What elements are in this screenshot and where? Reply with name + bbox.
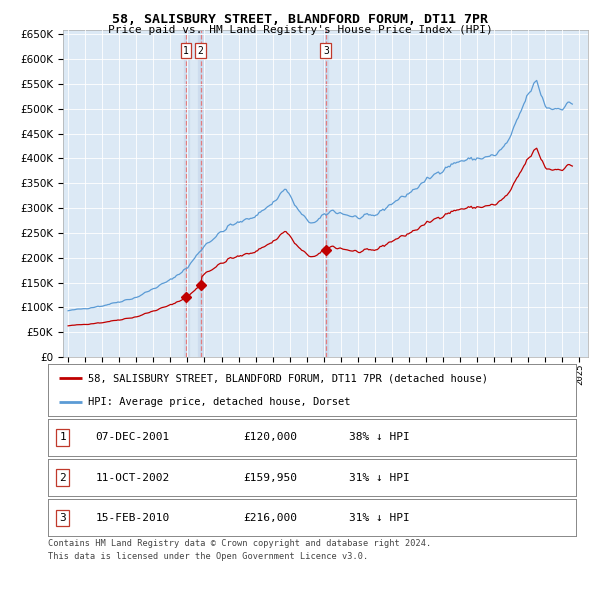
Text: 1: 1 — [59, 432, 66, 442]
Text: 07-DEC-2001: 07-DEC-2001 — [95, 432, 170, 442]
Text: 31% ↓ HPI: 31% ↓ HPI — [349, 473, 410, 483]
Text: 1: 1 — [183, 46, 189, 56]
Bar — [201, 30, 326, 357]
Bar — [198, 30, 203, 357]
Text: Price paid vs. HM Land Registry's House Price Index (HPI): Price paid vs. HM Land Registry's House … — [107, 25, 493, 35]
Bar — [325, 30, 326, 357]
Text: 58, SALISBURY STREET, BLANDFORD FORUM, DT11 7PR: 58, SALISBURY STREET, BLANDFORD FORUM, D… — [112, 13, 488, 26]
Text: £120,000: £120,000 — [244, 432, 298, 442]
Text: 2: 2 — [59, 473, 66, 483]
Text: 58, SALISBURY STREET, BLANDFORD FORUM, DT11 7PR (detached house): 58, SALISBURY STREET, BLANDFORD FORUM, D… — [88, 373, 488, 383]
Bar — [186, 30, 201, 357]
Text: 3: 3 — [59, 513, 66, 523]
Text: 15-FEB-2010: 15-FEB-2010 — [95, 513, 170, 523]
Text: 31% ↓ HPI: 31% ↓ HPI — [349, 513, 410, 523]
Text: This data is licensed under the Open Government Licence v3.0.: This data is licensed under the Open Gov… — [48, 552, 368, 561]
Text: Contains HM Land Registry data © Crown copyright and database right 2024.: Contains HM Land Registry data © Crown c… — [48, 539, 431, 548]
Text: 2: 2 — [198, 46, 203, 56]
Text: £159,950: £159,950 — [244, 473, 298, 483]
Bar — [200, 30, 201, 357]
Bar — [323, 30, 328, 357]
Text: 3: 3 — [323, 46, 329, 56]
Bar — [184, 30, 188, 357]
Text: 38% ↓ HPI: 38% ↓ HPI — [349, 432, 410, 442]
Text: HPI: Average price, detached house, Dorset: HPI: Average price, detached house, Dors… — [88, 397, 350, 407]
Text: 11-OCT-2002: 11-OCT-2002 — [95, 473, 170, 483]
Text: £216,000: £216,000 — [244, 513, 298, 523]
Bar — [186, 30, 187, 357]
